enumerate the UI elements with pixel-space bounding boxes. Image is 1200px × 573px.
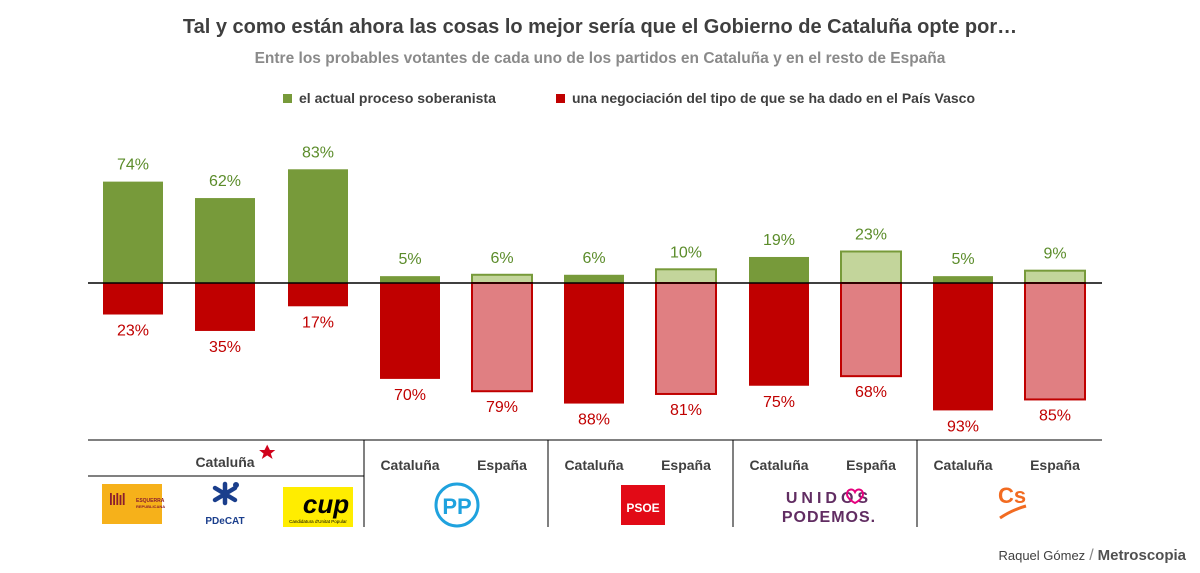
data-label-negociacion: 75% xyxy=(763,394,795,411)
ciudadanos-logo: Cs xyxy=(998,483,1026,508)
cup-logo-star xyxy=(259,444,276,460)
ciudadanos-logo-swoosh xyxy=(999,504,1027,520)
erc-logo-text: ESQUERRA xyxy=(136,498,165,504)
data-label-soberanista: 5% xyxy=(398,251,421,268)
psoe-logo-text: PSOE xyxy=(626,501,659,515)
podemos-heart-icon xyxy=(845,488,865,505)
bar-negociacion xyxy=(564,283,624,404)
chart-subtitle: Entre los probables votantes de cada uno… xyxy=(254,50,946,67)
erc-logo-stripe xyxy=(122,493,125,505)
erc-logo-text: REPUBLICANA xyxy=(136,504,165,509)
bar-negociacion xyxy=(840,282,902,378)
bar-soberanista xyxy=(288,169,348,283)
erc-logo xyxy=(102,484,162,524)
bar-negociacion xyxy=(749,283,809,386)
pp-logo xyxy=(434,482,480,528)
bar-soberanista xyxy=(471,273,533,284)
legend-item-soberanista: el actual proceso soberanista xyxy=(283,90,496,106)
data-label-soberanista: 74% xyxy=(117,157,149,174)
psoe-logo xyxy=(621,485,665,525)
credit: Raquel Gómez / Metroscopia xyxy=(998,547,1186,565)
legend-label-soberanista: el actual proceso soberanista xyxy=(299,90,496,106)
data-label-soberanista: 10% xyxy=(670,244,702,261)
pp-logo-text: PP xyxy=(442,494,471,519)
tick-label: Cataluña xyxy=(749,457,808,473)
bar-soberanista xyxy=(840,250,902,285)
data-label-soberanista: 62% xyxy=(209,173,241,190)
tick-label: España xyxy=(846,457,896,473)
legend-swatch-red xyxy=(556,93,565,103)
data-label-negociacion: 88% xyxy=(578,412,610,429)
podemos-logo-text: PODEMOS. xyxy=(782,509,876,526)
legend-swatch-green xyxy=(283,93,292,103)
tick-label: España xyxy=(477,457,527,473)
data-label-soberanista: 6% xyxy=(582,250,605,267)
bar-negociacion xyxy=(380,283,440,379)
erc-logo-stripe xyxy=(119,495,122,505)
bar-negociacion xyxy=(103,283,163,315)
tick-label: España xyxy=(661,457,711,473)
data-label-soberanista: 83% xyxy=(302,144,334,161)
pdecat-logo xyxy=(212,481,238,506)
data-label-negociacion: 17% xyxy=(302,314,334,331)
unidos-podemos-logo: UNIDOS xyxy=(786,490,872,507)
bar-soberanista xyxy=(380,276,440,283)
data-label-negociacion: 35% xyxy=(209,339,241,356)
data-label-soberanista: 5% xyxy=(951,251,974,268)
data-label-negociacion: 68% xyxy=(855,384,887,401)
data-label-soberanista: 19% xyxy=(763,232,795,249)
tick-label: Cataluña xyxy=(564,457,623,473)
bar-negociacion xyxy=(288,283,348,307)
data-label-negociacion: 85% xyxy=(1039,407,1071,424)
erc-logo-stripe xyxy=(113,495,115,505)
tick-label: Cataluña xyxy=(380,457,439,473)
data-label-negociacion: 79% xyxy=(486,399,518,416)
pdecat-logo-dot xyxy=(233,482,239,488)
bar-soberanista xyxy=(195,198,255,283)
erc-logo-stripe xyxy=(116,493,119,505)
cup-logo xyxy=(283,487,353,527)
tick-label: España xyxy=(1030,457,1080,473)
tick-label: Cataluña xyxy=(195,454,254,470)
data-label-soberanista: 23% xyxy=(855,226,887,243)
legend-label-negociacion: una negociación del tipo de que se ha da… xyxy=(572,90,975,106)
bar-negociacion xyxy=(195,283,255,331)
bar-soberanista xyxy=(655,268,717,284)
bar-soberanista xyxy=(749,256,809,283)
data-label-negociacion: 70% xyxy=(394,387,426,404)
tick-label: Cataluña xyxy=(933,457,992,473)
erc-logo-stripe xyxy=(110,493,112,505)
data-label-soberanista: 6% xyxy=(490,250,513,267)
bar-soberanista xyxy=(103,181,163,283)
bar-soberanista xyxy=(1024,269,1086,285)
data-label-negociacion: 93% xyxy=(947,418,979,435)
bar-negociacion xyxy=(471,282,533,393)
cup-logo-sub: Candidatura d'Unitat Popular xyxy=(289,519,347,524)
credit-author: Raquel Gómez xyxy=(998,548,1086,563)
data-label-soberanista: 9% xyxy=(1043,246,1066,263)
data-label-negociacion: 23% xyxy=(117,323,149,340)
bar-negociacion xyxy=(655,282,717,395)
bar-negociacion xyxy=(1024,282,1086,401)
bar-negociacion xyxy=(933,283,993,411)
credit-slash: / xyxy=(1089,547,1094,564)
bar-soberanista xyxy=(564,274,624,283)
legend-item-negociacion: una negociación del tipo de que se ha da… xyxy=(556,90,975,106)
cup-logo-text: cup xyxy=(303,489,349,519)
pdecat-logo-text: PDeCAT xyxy=(205,516,244,527)
chart-title: Tal y como están ahora las cosas lo mejo… xyxy=(182,16,1018,38)
bar-soberanista xyxy=(933,276,993,283)
metroscopia-logo: Metroscopia xyxy=(1097,547,1186,564)
data-label-negociacion: 81% xyxy=(670,402,702,419)
